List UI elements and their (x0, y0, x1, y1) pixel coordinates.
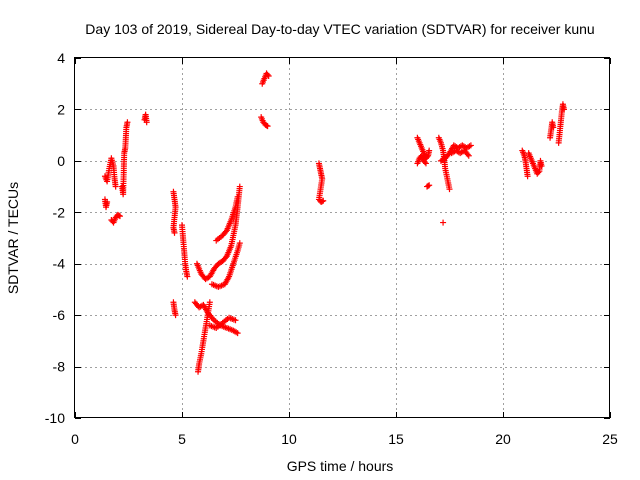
x-tick-label: 20 (495, 431, 511, 447)
data-point (422, 160, 429, 167)
data-point (236, 183, 243, 190)
data-point (263, 122, 270, 129)
data-point (421, 159, 428, 166)
x-tick-label: 15 (388, 431, 404, 447)
data-point (172, 312, 179, 319)
chart-title: Day 103 of 2019, Sidereal Day-to-day VTE… (85, 21, 594, 37)
data-point (535, 169, 542, 176)
data-point (538, 163, 545, 169)
grid (75, 58, 610, 418)
data-point (236, 240, 243, 247)
data-point (104, 199, 111, 205)
data-point (319, 198, 326, 205)
y-tick-label: -8 (53, 359, 66, 375)
data-point (234, 193, 241, 200)
data-point (426, 147, 433, 154)
y-tick-label: -2 (53, 204, 66, 220)
y-tick-label: -6 (53, 307, 66, 323)
y-tick-label: -10 (45, 410, 65, 426)
axis-ticks: 0 5 10 15 20 25 -10 -8 -6 -4 -2 0 2 4 (45, 50, 618, 447)
data-point (222, 254, 229, 261)
data-point (234, 330, 241, 337)
data-point (112, 183, 119, 190)
data-point (560, 106, 567, 113)
data-point (426, 182, 433, 189)
data-point (265, 73, 272, 79)
data-point (264, 71, 271, 78)
data-point (425, 182, 432, 189)
data-point (124, 119, 131, 126)
x-axis-title: GPS time / hours (287, 458, 394, 474)
y-tick-label: 4 (57, 50, 65, 66)
data-point (320, 197, 327, 204)
data-point (467, 142, 474, 149)
data-point (115, 212, 122, 219)
data-point (184, 273, 191, 280)
data-point (171, 229, 178, 236)
y-tick-label: 2 (57, 101, 65, 117)
x-tick-label: 0 (71, 431, 79, 447)
data-point (465, 152, 472, 159)
x-tick-label: 5 (178, 431, 186, 447)
x-tick-label: 25 (602, 431, 618, 447)
data-point (206, 299, 213, 306)
data-point (524, 173, 531, 180)
data-point (143, 119, 150, 126)
data-point (464, 151, 471, 158)
data-point (116, 213, 123, 220)
data-point (550, 124, 557, 131)
y-tick-label: 0 (57, 153, 65, 169)
y-tick-label: -4 (53, 256, 66, 272)
data-point (440, 219, 447, 226)
data-point (446, 186, 453, 193)
data-points (101, 70, 567, 375)
y-axis-title: SDTVAR / TECUs (5, 182, 21, 294)
plot-frame (74, 57, 610, 418)
data-point (232, 317, 239, 324)
data-point (264, 123, 271, 130)
x-tick-label: 10 (281, 431, 297, 447)
